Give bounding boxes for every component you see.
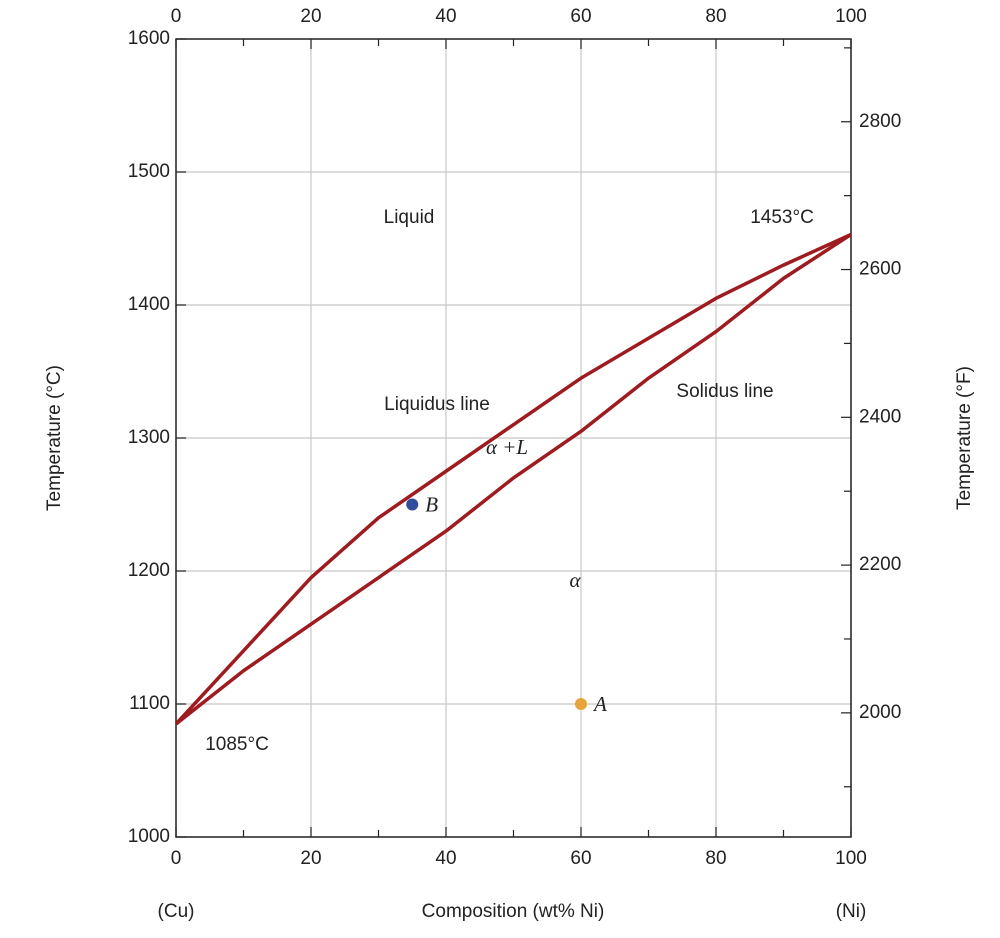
y2-axis-label: Temperature (°F): [954, 366, 975, 510]
y2-tick-label: 2000: [859, 702, 901, 723]
x-top-tick-label: 80: [705, 6, 726, 27]
x-end-label: (Cu): [158, 901, 195, 922]
annotation: 1085°C: [205, 734, 269, 755]
y-tick-label: 1500: [128, 161, 170, 182]
x-tick-label: 80: [705, 848, 726, 869]
y-tick-label: 1000: [128, 826, 170, 847]
x-top-tick-label: 20: [300, 6, 321, 27]
state-point: [575, 698, 587, 710]
x-tick-label: 20: [300, 848, 321, 869]
plot-frame: [175, 38, 852, 838]
y2-tick-label: 2400: [859, 406, 901, 427]
point-label: B: [425, 492, 438, 516]
y2-tick-label: 2800: [859, 111, 901, 132]
state-point: [406, 498, 419, 511]
x-top-tick-label: 60: [570, 6, 591, 27]
y-tick-label: 1400: [128, 294, 170, 315]
x-top-tick-label: 0: [171, 6, 182, 27]
x-axis-label: Composition (wt% Ni): [422, 901, 605, 922]
annotation: α: [569, 568, 581, 592]
x-tick-label: 100: [835, 848, 867, 869]
annotation: α +L: [486, 435, 528, 459]
y-tick-label: 1200: [128, 560, 170, 581]
annotation: 1453°C: [750, 207, 814, 228]
curve-label: Liquidus line: [384, 394, 490, 415]
point-label: A: [592, 692, 607, 716]
x-end-label: (Ni): [836, 901, 867, 922]
y2-tick-label: 2600: [859, 259, 901, 280]
y-tick-label: 1300: [128, 427, 170, 448]
y-tick-label: 1100: [129, 693, 170, 714]
curve-label: Solidus line: [676, 381, 773, 402]
x-top-tick-label: 40: [435, 6, 456, 27]
x-tick-label: 40: [435, 848, 456, 869]
x-tick-label: 0: [171, 848, 182, 869]
x-top-tick-label: 100: [835, 6, 867, 27]
phase-boundary: [174, 233, 852, 726]
x-tick-label: 60: [570, 848, 591, 869]
y-axis-label: Temperature (°C): [44, 365, 65, 511]
y-tick-label: 1600: [128, 28, 170, 49]
phase-boundary: [174, 232, 852, 726]
annotation: Liquid: [384, 207, 435, 228]
y2-tick-label: 2200: [859, 554, 901, 575]
